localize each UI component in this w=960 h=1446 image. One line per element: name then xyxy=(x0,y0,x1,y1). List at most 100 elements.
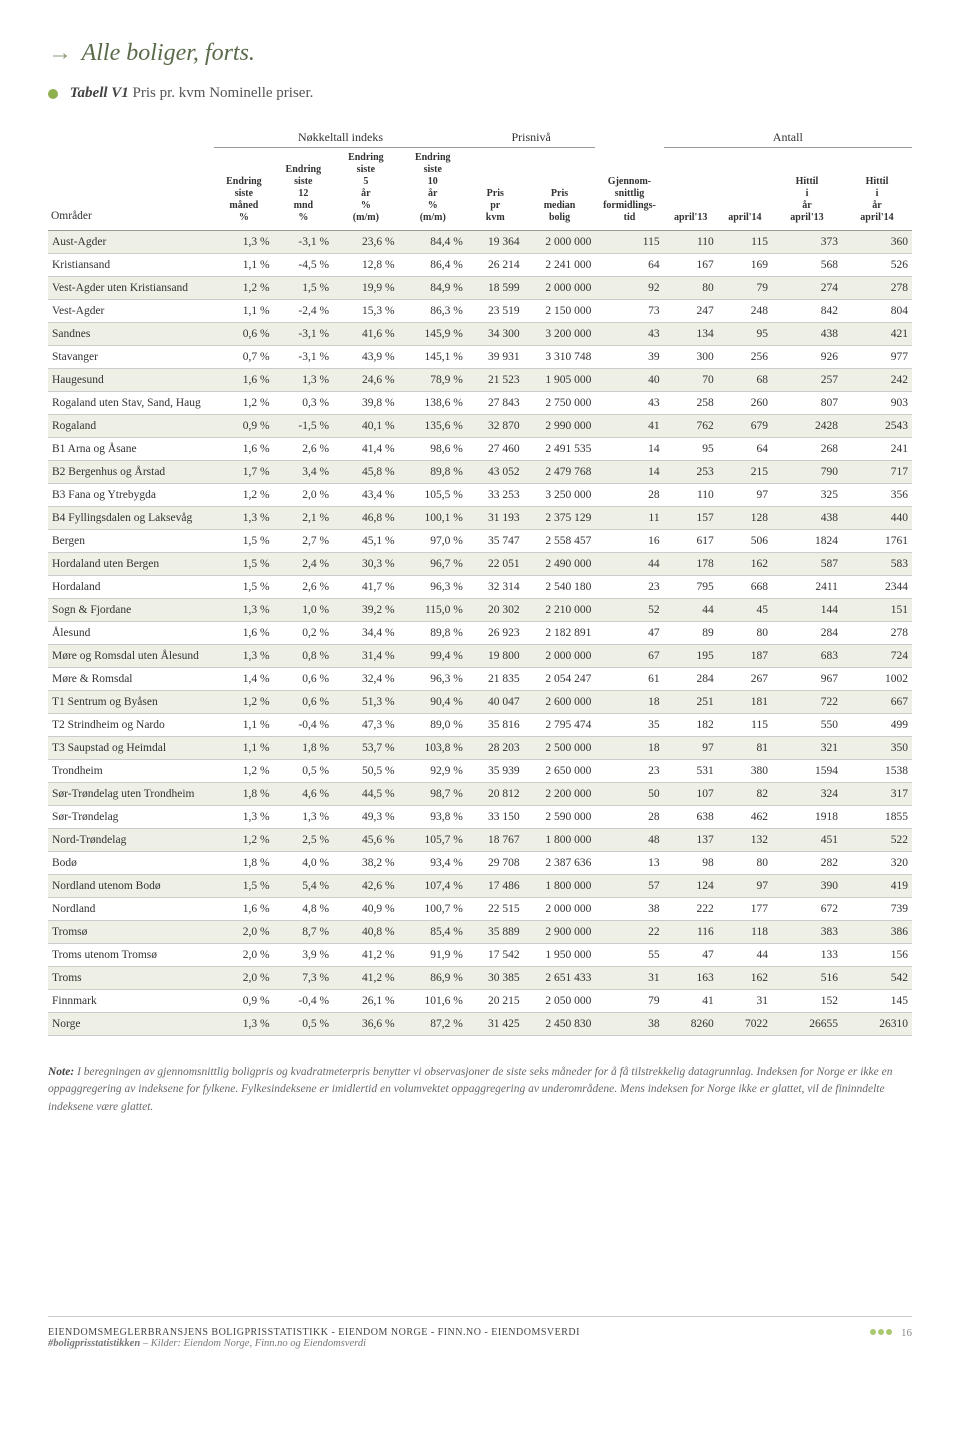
data-cell: 92,9 % xyxy=(399,760,467,783)
column-header: Områder xyxy=(48,148,214,231)
data-cell: 26 214 xyxy=(467,254,524,277)
data-cell: 43 052 xyxy=(467,461,524,484)
data-cell: 1 950 000 xyxy=(524,944,596,967)
data-cell: 29 708 xyxy=(467,852,524,875)
data-cell: 43,9 % xyxy=(333,346,399,369)
data-cell: 26,1 % xyxy=(333,990,399,1013)
data-cell: 739 xyxy=(842,898,912,921)
data-cell: 182 xyxy=(664,714,718,737)
data-cell: 181 xyxy=(718,691,772,714)
data-cell: 1,2 % xyxy=(214,760,273,783)
column-header: Prisprkvm xyxy=(467,148,524,231)
data-cell: 51,3 % xyxy=(333,691,399,714)
data-cell: 40,9 % xyxy=(333,898,399,921)
data-cell: 421 xyxy=(842,323,912,346)
data-cell: 132 xyxy=(718,829,772,852)
table-row: Sogn & Fjordane1,3 %1,0 %39,2 %115,0 %20… xyxy=(48,599,912,622)
data-cell: 7022 xyxy=(718,1013,772,1036)
data-cell: 19 800 xyxy=(467,645,524,668)
data-cell: 1,3 % xyxy=(274,806,333,829)
data-cell: 38 xyxy=(595,898,663,921)
area-name: Møre & Romsdal xyxy=(48,668,214,691)
data-cell: 1,3 % xyxy=(214,507,273,530)
data-cell: 903 xyxy=(842,392,912,415)
data-cell: 257 xyxy=(772,369,842,392)
area-name: Haugesund xyxy=(48,369,214,392)
data-cell: 55 xyxy=(595,944,663,967)
data-cell: 1,6 % xyxy=(214,369,273,392)
page-footer: EIENDOMSMEGLERBRANSJENS BOLIGPRISSTATIST… xyxy=(48,1316,912,1349)
data-cell: 30 385 xyxy=(467,967,524,990)
data-cell: -3,1 % xyxy=(274,323,333,346)
data-cell: 683 xyxy=(772,645,842,668)
data-cell: 31 xyxy=(595,967,663,990)
data-cell: 2 540 180 xyxy=(524,576,596,599)
area-name: Tromsø xyxy=(48,921,214,944)
data-cell: 89,0 % xyxy=(399,714,467,737)
column-header: Prismedianbolig xyxy=(524,148,596,231)
data-cell: 1,6 % xyxy=(214,438,273,461)
data-cell: 2 150 000 xyxy=(524,300,596,323)
area-name: Finnmark xyxy=(48,990,214,1013)
data-cell: -2,4 % xyxy=(274,300,333,323)
data-cell: 20 812 xyxy=(467,783,524,806)
data-cell: 256 xyxy=(718,346,772,369)
data-cell: 8,7 % xyxy=(274,921,333,944)
data-cell: 0,5 % xyxy=(274,1013,333,1036)
data-cell: 70 xyxy=(664,369,718,392)
data-cell: 278 xyxy=(842,277,912,300)
data-cell: 23 519 xyxy=(467,300,524,323)
data-cell: 2 590 000 xyxy=(524,806,596,829)
data-cell: 45,8 % xyxy=(333,461,399,484)
data-cell: 145,1 % xyxy=(399,346,467,369)
data-cell: 134 xyxy=(664,323,718,346)
table-row: Haugesund1,6 %1,3 %24,6 %78,9 %21 5231 9… xyxy=(48,369,912,392)
table-row: Kristiansand1,1 %-4,5 %12,8 %86,4 %26 21… xyxy=(48,254,912,277)
data-cell: 39 931 xyxy=(467,346,524,369)
data-cell: 151 xyxy=(842,599,912,622)
group-header: Antall xyxy=(664,126,912,148)
data-cell: 49,3 % xyxy=(333,806,399,829)
data-cell: 2 990 000 xyxy=(524,415,596,438)
table-row: Rogaland0,9 %-1,5 %40,1 %135,6 %32 8702 … xyxy=(48,415,912,438)
area-name: B1 Arna og Åsane xyxy=(48,438,214,461)
data-cell: 3,4 % xyxy=(274,461,333,484)
data-cell: 2 200 000 xyxy=(524,783,596,806)
area-name: Sør-Trøndelag uten Trondheim xyxy=(48,783,214,806)
data-cell: 260 xyxy=(718,392,772,415)
table-row: Nordland1,6 %4,8 %40,9 %100,7 %22 5152 0… xyxy=(48,898,912,921)
data-cell: 22 515 xyxy=(467,898,524,921)
data-cell: 762 xyxy=(664,415,718,438)
data-cell: 1,8 % xyxy=(214,783,273,806)
data-cell: 28 xyxy=(595,484,663,507)
data-cell: 2428 xyxy=(772,415,842,438)
data-cell: 380 xyxy=(718,760,772,783)
table-row: Trondheim1,2 %0,5 %50,5 %92,9 %35 9392 6… xyxy=(48,760,912,783)
data-cell: 32,4 % xyxy=(333,668,399,691)
table-desc: Pris pr. kvm Nominelle priser. xyxy=(133,85,314,101)
data-cell: 2,7 % xyxy=(274,530,333,553)
data-cell: 110 xyxy=(664,484,718,507)
data-cell: 64 xyxy=(718,438,772,461)
data-cell: 2 500 000 xyxy=(524,737,596,760)
data-cell: 67 xyxy=(595,645,663,668)
data-cell: 2 387 636 xyxy=(524,852,596,875)
data-cell: 14 xyxy=(595,461,663,484)
area-name: Rogaland xyxy=(48,415,214,438)
data-cell: 638 xyxy=(664,806,718,829)
data-cell: 145,9 % xyxy=(399,323,467,346)
data-cell: 0,6 % xyxy=(274,691,333,714)
footer-left: EIENDOMSMEGLERBRANSJENS BOLIGPRISSTATIST… xyxy=(48,1327,580,1349)
data-cell: 96,3 % xyxy=(399,668,467,691)
data-cell: 4,6 % xyxy=(274,783,333,806)
area-name: Nordland xyxy=(48,898,214,921)
data-cell: 22 xyxy=(595,921,663,944)
data-cell: 724 xyxy=(842,645,912,668)
data-cell: 0,9 % xyxy=(214,990,273,1013)
data-cell: 98,7 % xyxy=(399,783,467,806)
table-row: Møre & Romsdal1,4 %0,6 %32,4 %96,3 %21 8… xyxy=(48,668,912,691)
data-cell: 145 xyxy=(842,990,912,1013)
data-cell: 32 314 xyxy=(467,576,524,599)
area-name: Troms utenom Tromsø xyxy=(48,944,214,967)
data-cell: 107 xyxy=(664,783,718,806)
